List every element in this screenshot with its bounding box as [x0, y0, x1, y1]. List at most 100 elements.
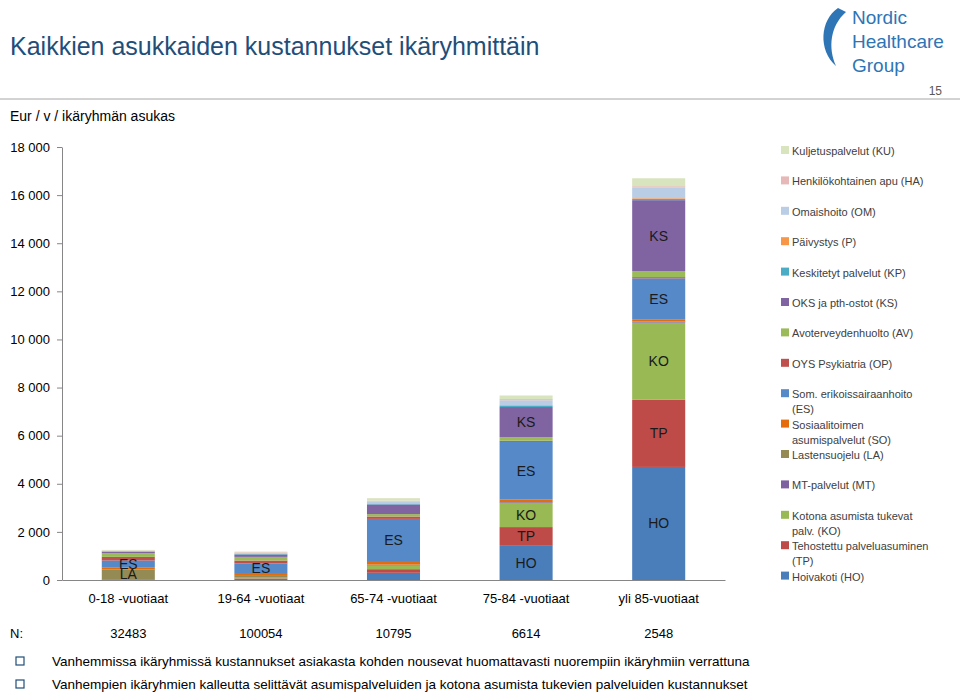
bar-segment [102, 551, 155, 552]
y-tick-label: 14 000 [10, 236, 50, 251]
legend-item: MT-palvelut (MT) [781, 479, 875, 491]
series-group [102, 271, 685, 560]
y-tick: 0 [43, 573, 62, 588]
legend-swatch [781, 298, 789, 306]
y-tick-label: 10 000 [10, 332, 50, 347]
y-tick: 18 000 [10, 140, 62, 155]
y-tick-mark [57, 195, 62, 196]
legend-swatch [781, 511, 789, 519]
legend-item: OKS ja pth-ostot (KS) [781, 297, 898, 309]
series-group [102, 278, 685, 573]
n-value: 32483 [110, 626, 146, 641]
y-tick-label: 12 000 [10, 284, 50, 299]
segment-label: KS [649, 228, 668, 244]
segment-label: HO [648, 515, 669, 531]
y-tick-label: 18 000 [10, 140, 50, 155]
y-tick-label: 2 000 [17, 525, 50, 540]
y-tick-label: 8 000 [17, 380, 50, 395]
legend-label: Kuljetuspalvelut (KU) [792, 145, 895, 157]
bar-segment [632, 178, 685, 186]
bar-segment [367, 501, 420, 503]
bar-segment [632, 277, 685, 278]
segment-label: KO [516, 507, 536, 523]
bar-segment [234, 577, 287, 578]
legend-label: Päivystys (P) [792, 236, 856, 248]
segment-label: ES [252, 560, 271, 576]
bullet-box [16, 680, 24, 688]
bar-segment [500, 399, 553, 400]
y-tick: 10 000 [10, 332, 62, 347]
logo-swirl [823, 8, 846, 66]
y-tick-mark [57, 388, 62, 389]
legend-label: Tehostettu palveluasuminen(TP) [792, 540, 928, 567]
legend-label: Henkilökohtainen apu (HA) [792, 175, 923, 187]
bullet-box [16, 657, 24, 665]
series-group [234, 187, 685, 553]
legend-item: Keskitetyt palvelut (KP) [781, 267, 906, 279]
bar-segment [234, 551, 287, 553]
y-tick-label: 16 000 [10, 188, 50, 203]
bar-segment [367, 516, 420, 518]
n-value: 2548 [644, 626, 673, 641]
bullets: Vanhemmissa ikäryhmissä kustannukset asi… [16, 654, 750, 692]
bar-segment [234, 552, 287, 554]
bar-segment [500, 545, 553, 580]
legend-label: Som. erikoissairaanhoito(ES) [792, 388, 912, 415]
y-tick-mark [57, 339, 62, 340]
bar-segment [367, 504, 420, 514]
series-group [102, 322, 685, 580]
bar-segment [500, 406, 553, 407]
bar-segment [367, 503, 420, 505]
y-tick: 16 000 [10, 188, 62, 203]
y-tick-mark [57, 291, 62, 292]
series-group [102, 319, 685, 576]
bar-segment [632, 319, 685, 321]
y-tick: 4 000 [17, 476, 62, 491]
bar-segment [632, 200, 685, 271]
series-group [102, 200, 685, 557]
legend: Kuljetuspalvelut (KU) Henkilökohtainen ap… [781, 145, 928, 583]
legend-item: Henkilökohtainen apu (HA) [781, 175, 923, 187]
bar-segment [500, 442, 553, 500]
y-tick: 8 000 [17, 380, 62, 395]
bar-segment [367, 566, 420, 570]
series-group [102, 277, 685, 563]
segment-label: ES [384, 532, 403, 548]
legend-item: Som. erikoissairaanhoito(ES) [781, 388, 912, 415]
bar-segment [500, 503, 553, 527]
y-tick-mark [57, 532, 62, 533]
bar-segment [632, 400, 685, 467]
n-value: 6614 [512, 626, 541, 641]
n-label: N: [10, 626, 23, 641]
y-axis: 0 2 000 4 000 6 000 8 000 10 000 12 000 14 000 1… [10, 140, 62, 588]
bar-segment [500, 395, 553, 399]
annotations: ESLAESESHOTPKOESKSHOTPKOESKS [119, 228, 669, 583]
legend-item: Sosiaalitoimenasumispalvelut (SO) [781, 419, 891, 446]
x-axis-line [63, 580, 726, 581]
logo-text: Group [852, 55, 905, 76]
bar-segment [234, 554, 287, 555]
bar-segment [234, 578, 287, 579]
bar-segment [367, 514, 420, 516]
y-tick: 14 000 [10, 236, 62, 251]
x-tick: 19-64 -vuotiaat [218, 580, 305, 606]
bar-segment [367, 569, 420, 573]
legend-label: Hoivakoti (HO) [792, 571, 864, 583]
bar-segment [500, 500, 553, 502]
segment-label: KS [517, 414, 536, 430]
logo: NordicHealthcareGroup [823, 7, 943, 76]
bar-segment [500, 441, 553, 442]
logo-text: Healthcare [852, 31, 944, 52]
legend-swatch [781, 450, 789, 458]
legend-swatch [781, 237, 789, 245]
segment-label: ES [649, 291, 668, 307]
legend-swatch [781, 389, 789, 397]
y-tick-label: 6 000 [17, 428, 50, 443]
series-group [102, 199, 685, 555]
header-rule [0, 99, 960, 100]
legend-swatch [781, 480, 789, 488]
n-value: 10795 [375, 626, 411, 641]
segment-label: KO [649, 353, 669, 369]
x-tick-label: 19-64 -vuotiaat [218, 591, 305, 606]
bar-segment [234, 579, 287, 580]
